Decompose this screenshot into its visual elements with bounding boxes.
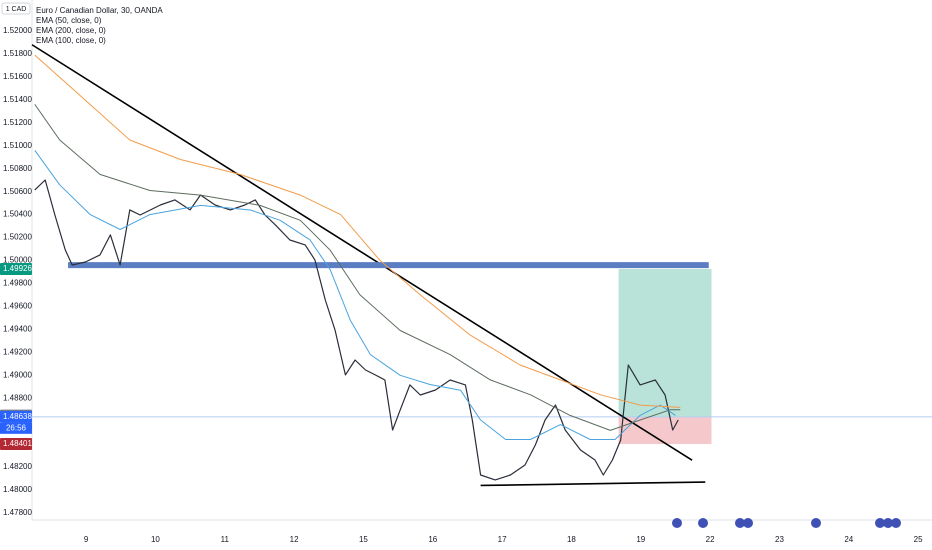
event-icon[interactable] (811, 518, 821, 528)
y-tick-label: 1.51000 (3, 141, 32, 150)
y-tick-label: 1.51400 (3, 95, 32, 104)
y-tick-label: 1.52000 (3, 26, 32, 35)
legend-entry[interactable]: EMA (50, close, 0) (36, 16, 102, 25)
event-markers (672, 518, 901, 528)
y-tick-label: 1.50200 (3, 233, 32, 242)
event-icon[interactable] (698, 518, 708, 528)
y-tick-label: 1.47800 (3, 508, 32, 517)
series-line (34, 150, 676, 440)
y-tick-label: 1.50000 (3, 256, 32, 265)
x-tick-label: 18 (567, 535, 576, 544)
y-tick-label: 1.49000 (3, 370, 32, 379)
x-tick-label: 19 (636, 535, 645, 544)
y-tick-label: 1.51600 (3, 72, 32, 81)
countdown: 26:56 (6, 423, 27, 432)
position-loss-zone (618, 416, 712, 445)
x-tick-label: 9 (84, 535, 89, 544)
y-tick-label: 1.49400 (3, 324, 32, 333)
y-tick-label: 1.49800 (3, 279, 32, 288)
series-line (34, 54, 681, 408)
event-icon[interactable] (891, 518, 901, 528)
x-tick-label: 23 (775, 535, 784, 544)
y-tick-label: 1.51800 (3, 49, 32, 58)
chart-title: Euro / Canadian Dollar, 30, OANDA (36, 6, 163, 15)
x-tick-label: 24 (844, 535, 853, 544)
event-icon[interactable] (875, 518, 885, 528)
event-icon[interactable] (672, 518, 682, 528)
x-tick-label: 25 (914, 535, 923, 544)
y-tick-label: 1.49200 (3, 347, 32, 356)
y-tick-label: 1.49600 (3, 302, 32, 311)
price-label: 1.48401 (3, 439, 32, 448)
x-tick-label: 16 (428, 535, 437, 544)
y-tick-label: 1.48200 (3, 462, 32, 471)
x-tick-label: 12 (290, 535, 299, 544)
y-tick-label: 1.50800 (3, 164, 32, 173)
y-tick-label: 1.51200 (3, 118, 32, 127)
price-label: 1.48638 (3, 412, 32, 421)
event-icon[interactable] (743, 518, 753, 528)
event-icon[interactable] (883, 518, 893, 528)
position-profit-zone (618, 269, 712, 417)
currency-badge[interactable] (1, 2, 31, 15)
y-tick-label: 1.48800 (3, 393, 32, 402)
price-label-box (0, 263, 32, 276)
currency-badge-text: 1 CAD (6, 6, 27, 13)
series-line (34, 104, 681, 431)
legend-entry[interactable]: EMA (200, close, 0) (36, 26, 106, 35)
x-tick-label: 22 (706, 535, 715, 544)
x-tick-label: 11 (221, 535, 230, 544)
drawing-line (31, 44, 693, 461)
y-tick-label: 1.50400 (3, 210, 32, 219)
price-label-box (0, 438, 32, 451)
x-tick-label: 10 (151, 535, 160, 544)
y-tick-label: 1.48000 (3, 485, 32, 494)
price-label: 1.49926 (3, 264, 32, 273)
x-tick-label: 17 (498, 535, 507, 544)
price-label-box (0, 410, 32, 423)
y-tick-label: 1.50600 (3, 187, 32, 196)
drawing-line (480, 481, 706, 487)
x-tick-label: 15 (359, 535, 368, 544)
legend-entry[interactable]: EMA (100, close, 0) (36, 36, 106, 45)
series-line (34, 179, 679, 481)
event-icon[interactable] (735, 518, 745, 528)
countdown-box (0, 422, 32, 434)
